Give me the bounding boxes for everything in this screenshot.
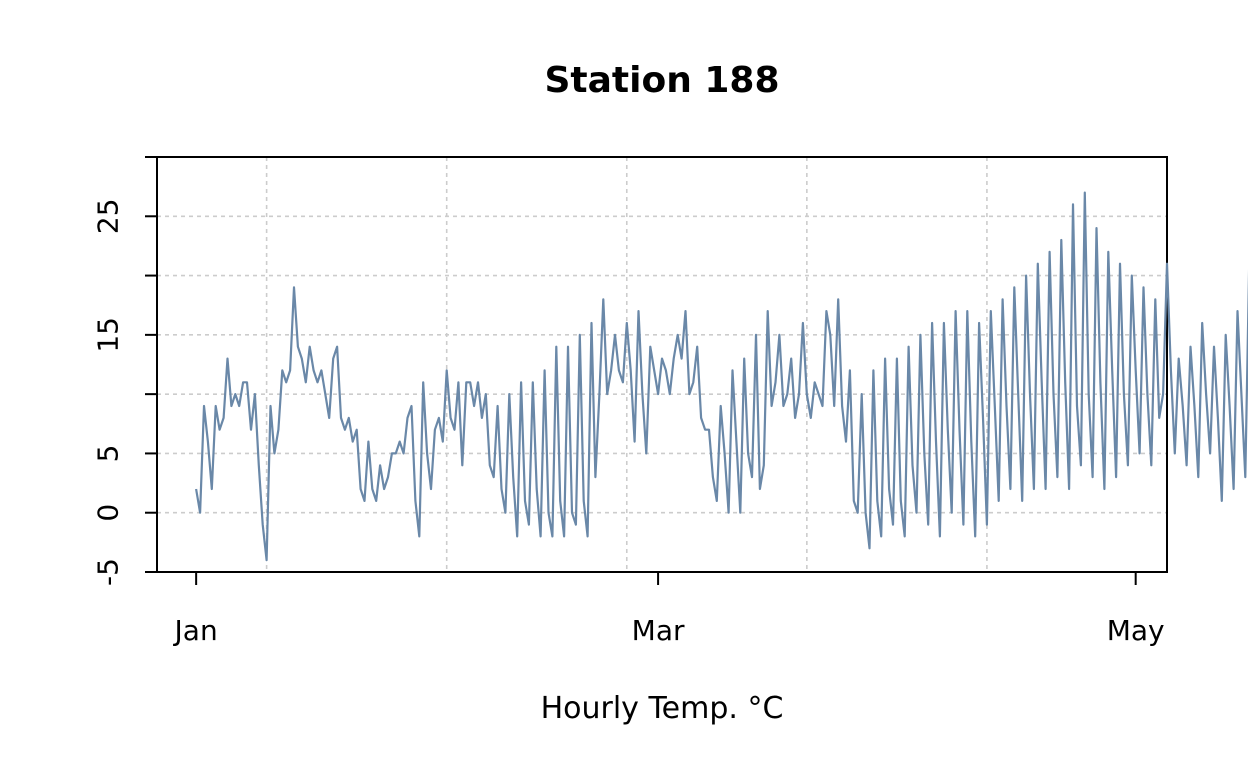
y-axis: -5 0 5 15 25 bbox=[92, 156, 158, 586]
x-axis-label: Hourly Temp. °C bbox=[541, 691, 784, 726]
x-axis: Jan Mar May bbox=[173, 571, 1165, 647]
y-tick-label: 5 bbox=[92, 445, 125, 463]
y-tick-label: -5 bbox=[92, 558, 125, 586]
y-tick-label: 25 bbox=[92, 198, 125, 234]
y-tick-label: 15 bbox=[92, 317, 125, 353]
x-tick-label: Jan bbox=[173, 614, 218, 647]
series-layer bbox=[195, 191, 1248, 562]
series-line bbox=[195, 191, 1248, 562]
y-tick-label: 0 bbox=[92, 504, 125, 522]
x-tick-label: Mar bbox=[632, 614, 685, 647]
x-tick-label: May bbox=[1107, 614, 1165, 647]
chart-title: Station 188 bbox=[544, 60, 779, 101]
